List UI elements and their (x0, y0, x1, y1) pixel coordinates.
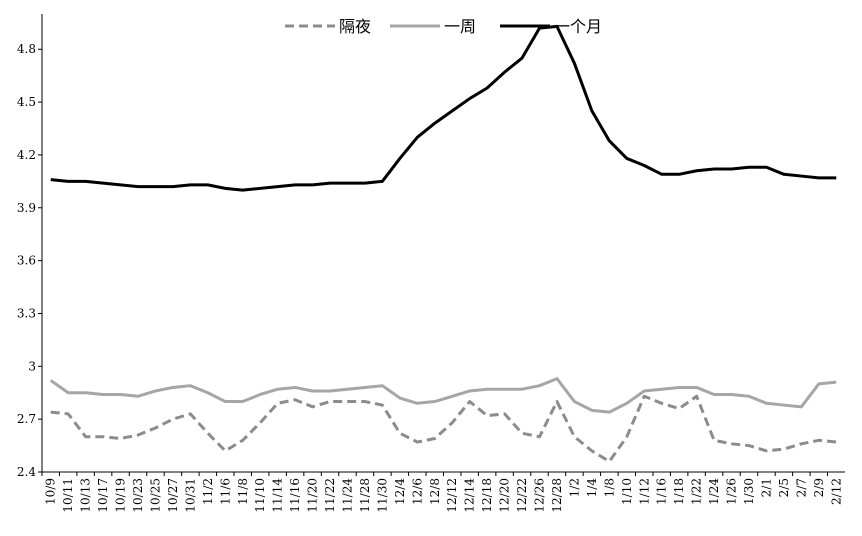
x-tick-label: 1/18 (672, 478, 686, 505)
x-tick-label: 2/1 (759, 478, 773, 497)
x-tick-label: 12/8 (428, 478, 442, 505)
x-tick-label: 10/23 (131, 478, 145, 513)
legend-label: 一个月 (554, 17, 602, 36)
x-tick-label: 11/8 (236, 478, 250, 505)
x-tick-label: 10/19 (114, 478, 128, 513)
x-tick-label: 1/12 (637, 478, 651, 505)
x-tick-label: 2/12 (829, 478, 843, 505)
x-tick-label: 1/16 (655, 478, 669, 505)
x-tick-label: 2/7 (794, 478, 808, 497)
x-tick-label: 11/16 (288, 478, 302, 513)
x-tick-label: 12/22 (515, 478, 529, 513)
x-tick-label: 10/11 (61, 478, 75, 513)
y-tick-label: 2.4 (17, 465, 36, 479)
x-tick-label: 10/25 (148, 478, 162, 513)
x-tick-label: 11/20 (306, 478, 320, 513)
x-tick-label: 2/9 (812, 478, 826, 497)
x-tick-label: 1/10 (620, 478, 634, 505)
x-tick-label: 10/17 (96, 478, 110, 513)
x-tick-label: 11/28 (358, 478, 372, 513)
x-tick-label: 10/9 (44, 478, 58, 505)
legend-label: 一周 (444, 17, 476, 36)
x-tick-label: 1/2 (567, 478, 581, 497)
x-tick-label: 11/22 (323, 478, 337, 513)
x-tick-label: 12/28 (550, 478, 564, 513)
x-tick-label: 11/2 (201, 478, 215, 505)
series-line (50, 394, 837, 463)
x-tick-label: 1/4 (585, 478, 599, 498)
y-tick-label: 3.3 (17, 306, 36, 320)
x-tick-label: 11/6 (218, 478, 232, 505)
x-tick-label: 12/14 (463, 478, 477, 513)
y-tick-label: 3.9 (17, 201, 36, 215)
x-tick-label: 1/30 (742, 478, 756, 505)
x-tick-label: 1/22 (690, 478, 704, 505)
y-tick-label: 4.8 (17, 42, 36, 56)
x-tick-label: 12/20 (498, 478, 512, 513)
x-tick-label: 11/30 (375, 478, 389, 513)
x-tick-label: 12/4 (393, 478, 407, 505)
y-tick-label: 2.7 (17, 412, 36, 426)
x-tick-label: 12/18 (480, 478, 494, 513)
x-tick-label: 11/10 (253, 478, 267, 513)
x-tick-label: 1/26 (725, 478, 739, 505)
series-line (49, 377, 837, 414)
series-line (50, 24, 837, 192)
x-tick-label: 12/26 (533, 478, 547, 513)
x-tick-label: 11/14 (271, 478, 285, 513)
y-tick-label: 4.5 (17, 95, 36, 109)
x-tick-label: 2/5 (777, 478, 791, 497)
y-tick-label: 4.2 (17, 148, 36, 162)
x-tick-label: 1/24 (707, 478, 721, 505)
x-tick-label: 10/31 (183, 478, 197, 513)
x-tick-label: 10/13 (79, 478, 93, 513)
y-tick-label: 3.6 (17, 254, 36, 268)
y-tick-label: 3 (28, 359, 36, 373)
x-tick-label: 10/27 (166, 478, 180, 513)
x-tick-label: 12/6 (410, 478, 424, 505)
x-tick-label: 12/12 (445, 478, 459, 513)
x-tick-label: 11/24 (340, 478, 354, 513)
x-tick-label: 1/8 (602, 478, 616, 497)
legend-label: 隔夜 (339, 17, 371, 36)
